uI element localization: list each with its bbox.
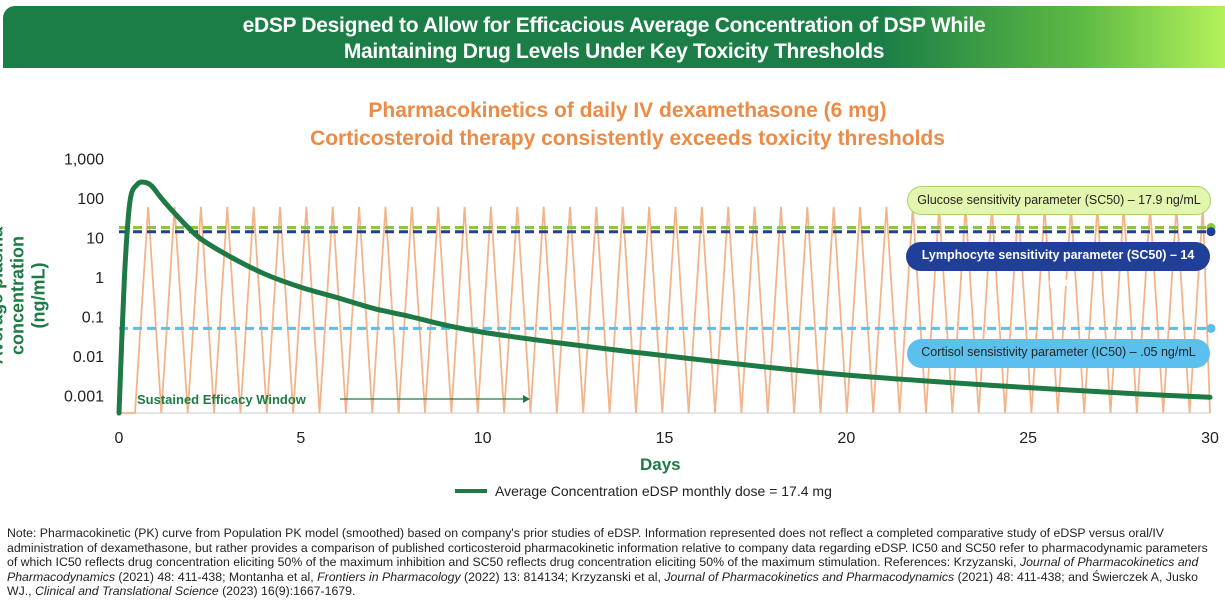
note-text: Note: Pharmacokinetic (PK) curve from Po… [7,526,1208,570]
y-tick-label: 0.01 [73,349,104,366]
header-line-1: eDSP Designed to Allow for Efficacious A… [242,14,986,37]
header-line-2: Maintaining Drug Levels Under Key Toxici… [343,40,885,63]
note-citation: Journal of Pharmacokinetics and Pharmaco… [7,555,1199,584]
y-tick-label: 10 [86,231,104,248]
lymphocyte-threshold-label: Lymphocyte sensitivity parameter (SC50) … [906,242,1210,289]
header-banner: eDSP Designed to Allow for Efficacious A… [3,6,1225,68]
sustained-efficacy-label: Sustained Efficacy Window [137,392,306,407]
note-text: (2021) 48: 411-438; Montanha et al, [114,569,318,584]
x-tick-label: 10 [474,430,492,447]
note-citation: Frontiers in Pharmacology [317,569,461,584]
note-citation: Clinical and Translational Science [35,584,219,599]
legend-swatch [455,489,487,493]
edsp-concentration-line [116,179,1213,416]
y-tick-label: 0.1 [82,310,104,327]
x-axis-label: Days [640,455,681,474]
glucose-threshold-label: Glucose sensitivity parameter (SC50) – 1… [907,186,1211,215]
threshold-endpoint [1206,227,1216,237]
efficacy-arrow-head [522,395,530,403]
note-text: (2023) 16(9):1667-1679. [218,584,356,599]
x-tick-label: 15 [656,430,674,447]
x-tick-label: 0 [115,430,124,447]
x-tick-label: 20 [837,430,855,447]
chart-title-line-1: Pharmacokinetics of daily IV dexamethaso… [368,99,887,122]
y-tick-label: 1,000 [64,152,104,169]
legend-label: Average Concentration eDSP monthly dose … [495,483,832,499]
x-tick-label: 30 [1201,430,1219,447]
legend: Average Concentration eDSP monthly dose … [455,483,832,499]
chart-title: Pharmacokinetics of daily IV dexamethaso… [0,97,1225,153]
y-tick-label: 1 [95,270,104,287]
threshold-endpoint [1206,323,1216,333]
note-text: (2021) 48: 411-438; and Świerczek A, Jus… [7,569,1198,599]
note-text: (2022) 13: 814134; Krzyzanski et al, [460,569,665,584]
x-tick-label: 25 [1019,430,1037,447]
x-tick-label: 5 [296,430,305,447]
footnote: Note: Pharmacokinetic (PK) curve from Po… [7,526,1217,599]
chart-title-line-2: Corticosteroid therapy consistently exce… [310,127,945,150]
cortisol-threshold-label: Cortisol sensistivity parameter (IC50) –… [907,339,1210,368]
y-tick-label: 100 [77,191,104,208]
dexamethasone-zigzag-line [119,206,1211,414]
y-axis-label: Average plasma concentration (ng/mL) [0,226,49,365]
y-tick-label: 0.001 [64,389,104,406]
note-citation: Journal of Pharmacokinetics and Pharmaco… [664,569,955,584]
